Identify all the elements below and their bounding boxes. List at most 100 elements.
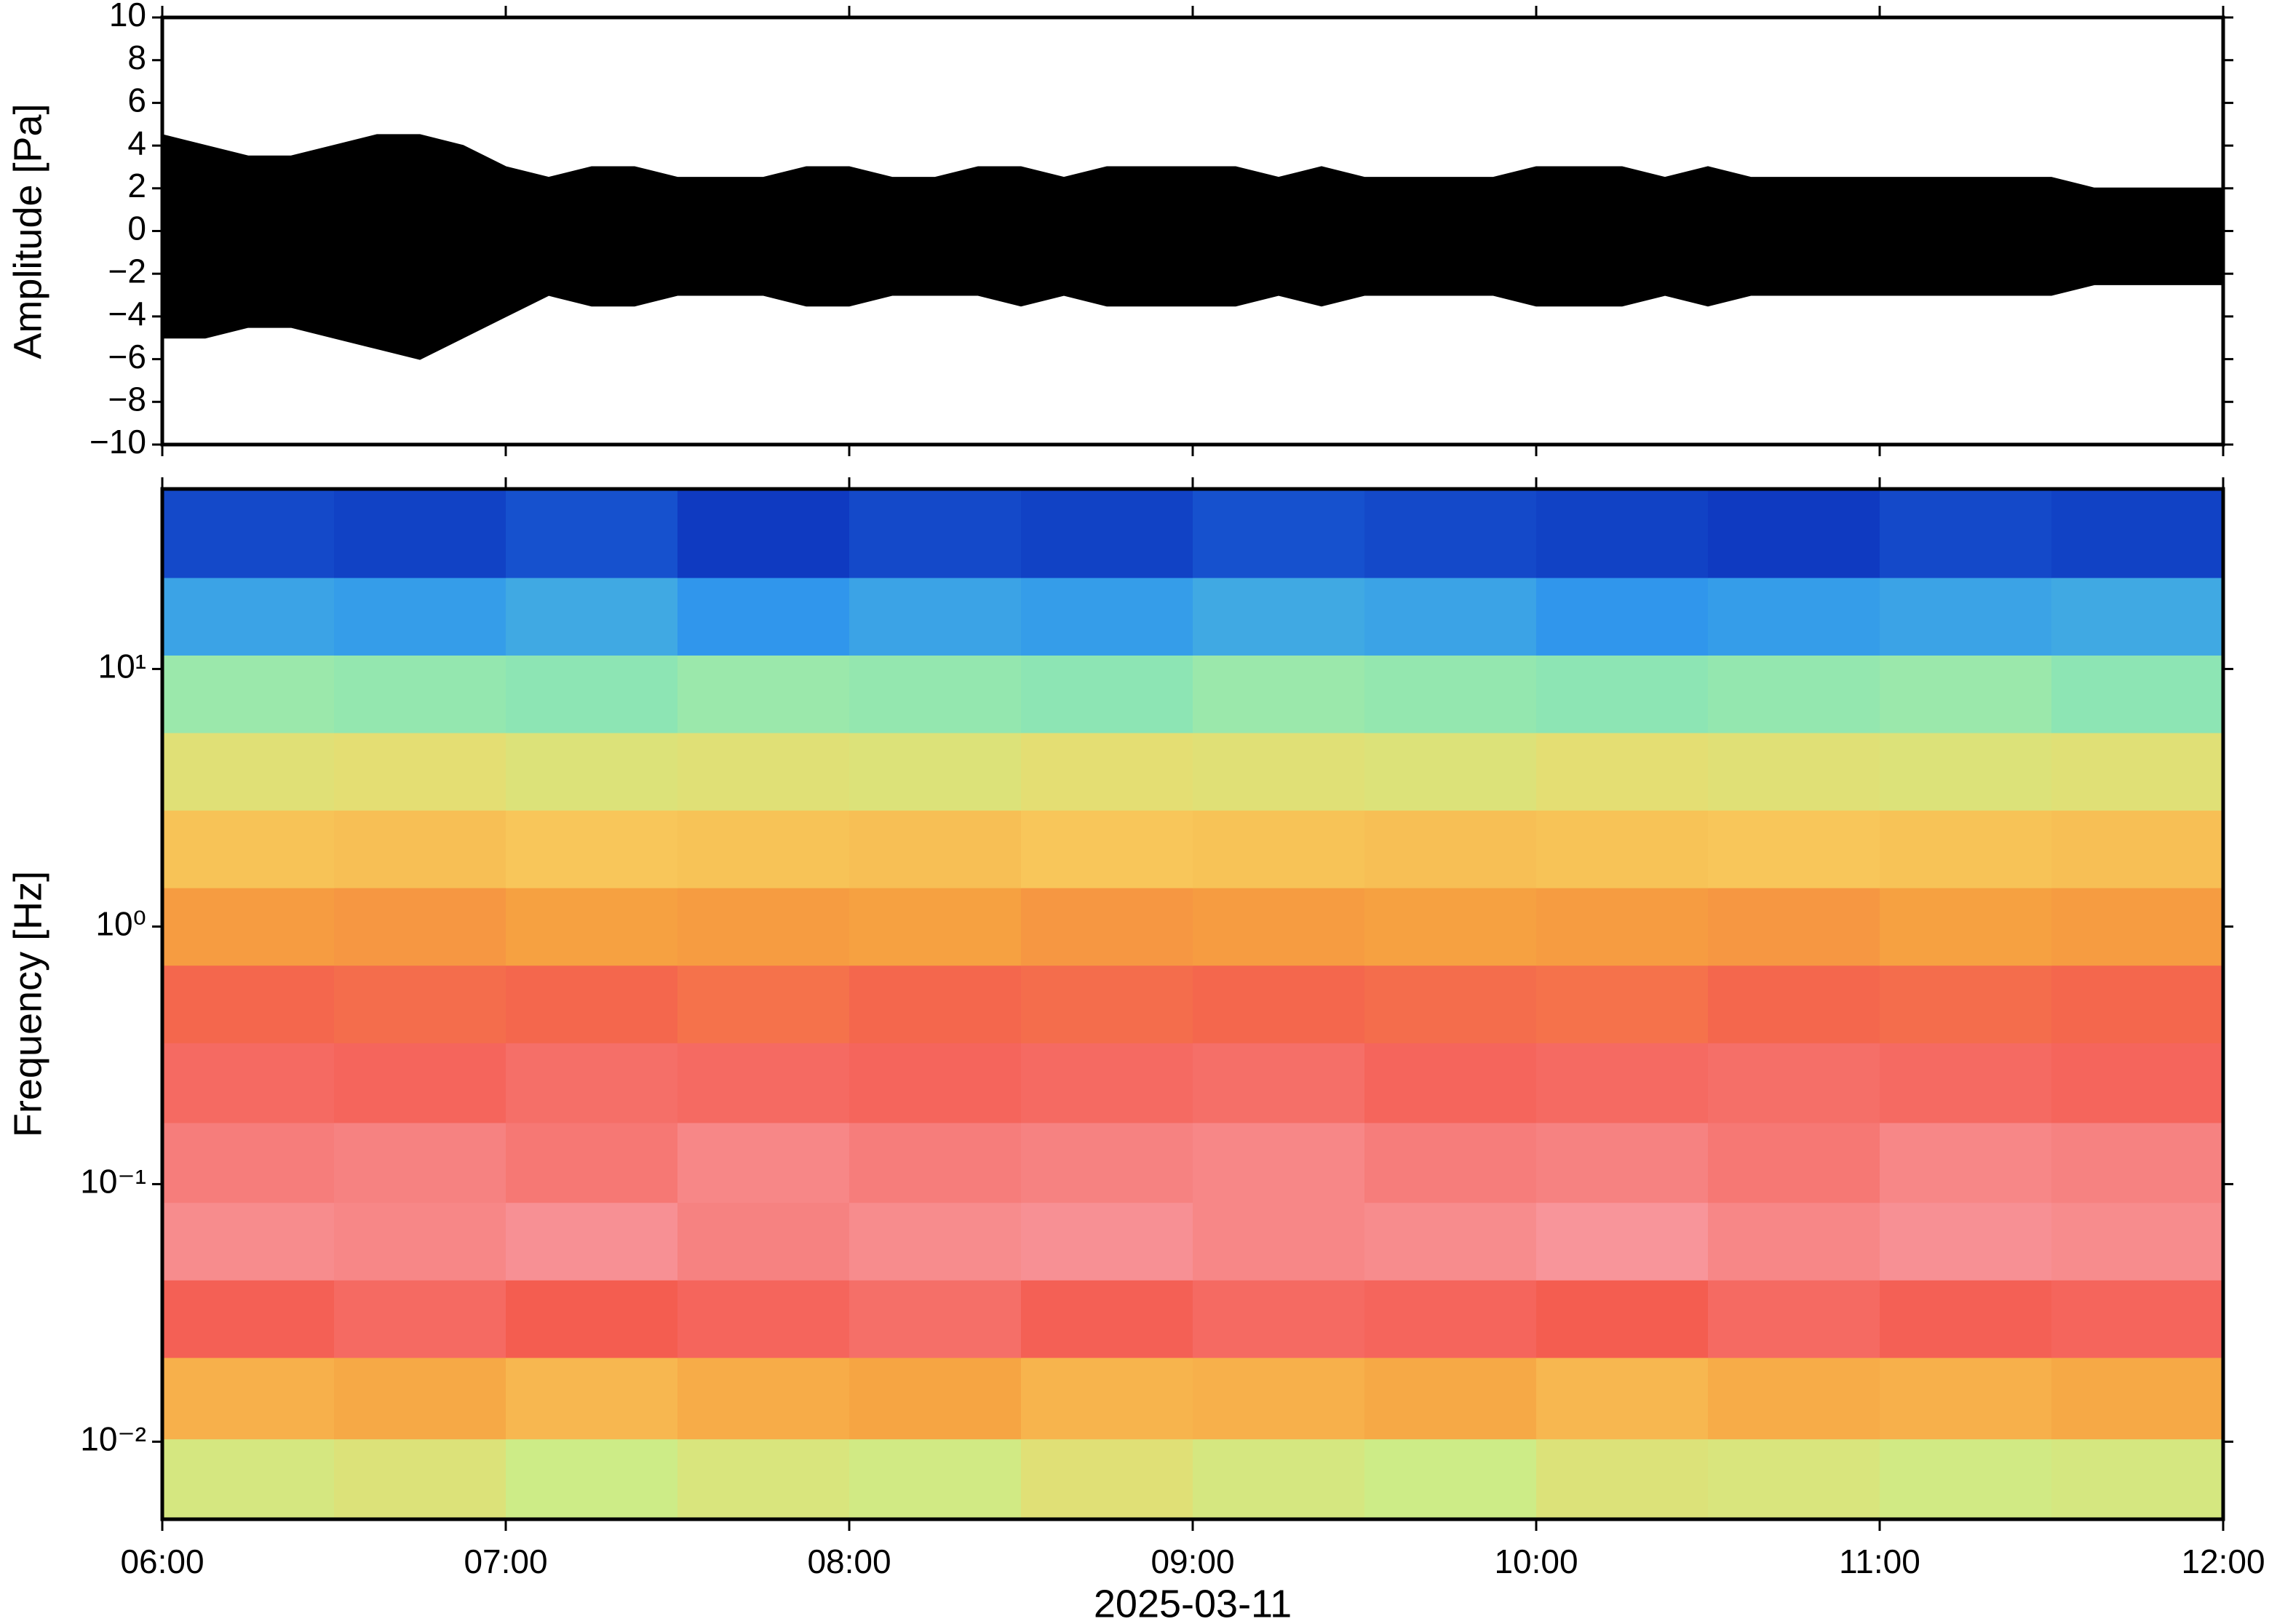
y-tick-label: 10⁻¹	[80, 1163, 146, 1201]
heatmap-cell	[1536, 810, 1709, 888]
y-tick-label: −6	[108, 338, 146, 375]
heatmap-cell	[506, 1122, 678, 1203]
heatmap-cell	[1021, 888, 1193, 966]
heatmap-cell	[1880, 1280, 2052, 1358]
heatmap-cell	[1021, 1357, 1193, 1440]
x-tick-label: 09:00	[1151, 1543, 1234, 1580]
heatmap-cell	[1708, 655, 1880, 733]
heatmap-cell	[334, 1122, 506, 1203]
y-tick-label: 6	[127, 81, 146, 119]
heatmap-cell	[1708, 733, 1880, 811]
heatmap-cell	[677, 888, 850, 966]
heatmap-cell	[1708, 965, 1880, 1043]
y-tick-label: 10	[109, 0, 146, 33]
heatmap	[162, 489, 2224, 1520]
y-tick-label: −10	[90, 423, 146, 461]
x-tick-label: 06:00	[120, 1543, 204, 1580]
heatmap-cell	[2051, 1202, 2224, 1281]
heatmap-cell	[334, 888, 506, 966]
heatmap-cell	[1193, 965, 1365, 1043]
heatmap-cell	[506, 1438, 678, 1520]
heatmap-cell	[162, 1438, 335, 1520]
heatmap-cell	[1364, 1357, 1537, 1440]
heatmap-cell	[162, 1280, 335, 1358]
heatmap-cell	[1880, 489, 2052, 578]
heatmap-cell	[162, 655, 335, 733]
heatmap-cell	[2051, 577, 2224, 656]
waveform-envelope	[162, 230, 2224, 360]
heatmap-cell	[1536, 1357, 1709, 1440]
heatmap-cell	[1021, 733, 1193, 811]
heatmap-cell	[506, 965, 678, 1043]
y-tick-label: 4	[127, 124, 146, 162]
heatmap-cell	[849, 1043, 1022, 1123]
heatmap-cell	[1193, 489, 1365, 578]
heatmap-cell	[677, 1043, 850, 1123]
heatmap-cell	[1021, 489, 1193, 578]
heatmap-cell	[162, 888, 335, 966]
heatmap-cell	[1364, 577, 1537, 656]
heatmap-cell	[334, 489, 506, 578]
heatmap-cell	[1193, 810, 1365, 888]
heatmap-cell	[677, 965, 850, 1043]
heatmap-cell	[677, 1280, 850, 1358]
heatmap-cell	[1536, 1438, 1709, 1520]
heatmap-cell	[849, 655, 1022, 733]
waveform-envelope	[162, 134, 2224, 232]
heatmap-cell	[1880, 888, 2052, 966]
heatmap-cell	[1536, 1280, 1709, 1358]
heatmap-cell	[506, 1280, 678, 1358]
heatmap-cell	[1708, 1043, 1880, 1123]
heatmap-cell	[1193, 655, 1365, 733]
heatmap-cell	[677, 810, 850, 888]
heatmap-cell	[162, 1122, 335, 1203]
heatmap-cell	[334, 1438, 506, 1520]
heatmap-cell	[162, 965, 335, 1043]
heatmap-cell	[849, 1438, 1022, 1520]
heatmap-cell	[162, 733, 335, 811]
heatmap-cell	[1364, 1280, 1537, 1358]
heatmap-cell	[2051, 1122, 2224, 1203]
heatmap-cell	[334, 655, 506, 733]
heatmap-cell	[1880, 1043, 2052, 1123]
y-tick-label: 0	[127, 210, 146, 247]
heatmap-cell	[1536, 577, 1709, 656]
y-tick-label: −4	[108, 295, 146, 333]
x-axis-title: 2025-03-11	[1094, 1582, 1292, 1624]
y-tick-label: 10⁰	[95, 905, 146, 943]
heatmap-cell	[849, 810, 1022, 888]
heatmap-cell	[1021, 1438, 1193, 1520]
heatmap-cell	[1708, 489, 1880, 578]
heatmap-cell	[334, 1202, 506, 1281]
heatmap-cell	[162, 577, 335, 656]
heatmap-cell	[2051, 888, 2224, 966]
heatmap-cell	[506, 489, 678, 578]
heatmap-cell	[2051, 1438, 2224, 1520]
heatmap-cell	[1193, 1280, 1365, 1358]
heatmap-cell	[1880, 810, 2052, 888]
heatmap-cell	[1193, 1202, 1365, 1281]
heatmap-cell	[1021, 1043, 1193, 1123]
heatmap-cell	[162, 489, 335, 578]
heatmap-cell	[1536, 1202, 1709, 1281]
heatmap-cell	[1193, 733, 1365, 811]
heatmap-cell	[1708, 1122, 1880, 1203]
heatmap-cell	[162, 1043, 335, 1123]
heatmap-cell	[1193, 1122, 1365, 1203]
x-tick-label: 07:00	[464, 1543, 547, 1580]
heatmap-cell	[334, 577, 506, 656]
heatmap-cell	[334, 1043, 506, 1123]
y-axis-title: Amplitude [Pa]	[6, 103, 49, 359]
heatmap-cell	[849, 1202, 1022, 1281]
heatmap-cell	[1364, 965, 1537, 1043]
heatmap-cell	[1880, 577, 2052, 656]
heatmap-cell	[162, 1202, 335, 1281]
heatmap-cell	[506, 810, 678, 888]
heatmap-cell	[1880, 1357, 2052, 1440]
heatmap-cell	[506, 1357, 678, 1440]
heatmap-cell	[2051, 489, 2224, 578]
heatmap-cell	[1021, 1122, 1193, 1203]
heatmap-cell	[1880, 1202, 2052, 1281]
